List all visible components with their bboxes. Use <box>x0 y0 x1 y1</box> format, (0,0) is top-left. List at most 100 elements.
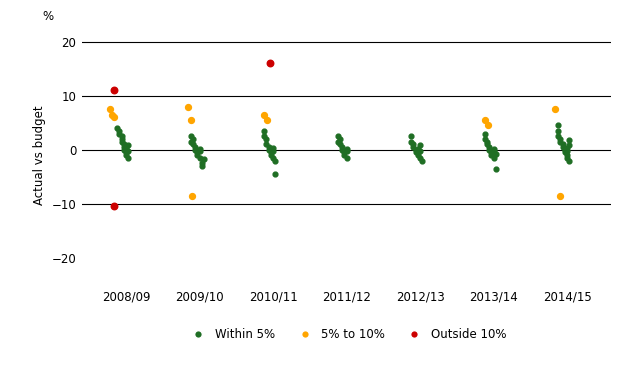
Point <box>199 157 209 162</box>
Point <box>482 139 492 145</box>
Text: %: % <box>42 10 54 23</box>
Point <box>486 152 496 158</box>
Point <box>262 117 272 123</box>
Point <box>268 155 278 161</box>
Point <box>261 141 272 147</box>
Point <box>558 141 568 147</box>
Point <box>186 117 196 123</box>
Point <box>337 144 347 150</box>
Point <box>553 123 563 128</box>
Point <box>554 193 564 199</box>
Point <box>483 123 493 128</box>
Point <box>558 144 568 150</box>
Point <box>415 149 425 154</box>
Point <box>263 144 273 150</box>
Point <box>263 147 273 153</box>
Point <box>119 141 129 147</box>
Point <box>564 137 575 143</box>
Point <box>117 136 127 142</box>
Point <box>491 151 501 157</box>
Point <box>553 128 563 134</box>
Point <box>562 149 572 154</box>
Point <box>183 104 193 110</box>
Point <box>119 147 129 153</box>
Point <box>484 147 494 153</box>
Point <box>486 150 496 155</box>
Point <box>270 171 280 177</box>
Point <box>121 145 131 151</box>
Point <box>488 146 498 151</box>
Point <box>197 160 207 166</box>
Point <box>190 147 200 153</box>
Y-axis label: Actual vs budget: Actual vs budget <box>33 105 46 205</box>
Point <box>564 142 575 148</box>
Point <box>415 155 425 161</box>
Point <box>479 117 490 123</box>
Point <box>195 155 205 161</box>
Point <box>333 139 343 145</box>
Point <box>484 144 494 150</box>
Point <box>115 128 125 134</box>
Point <box>408 144 418 150</box>
Point <box>556 136 566 142</box>
Point <box>121 152 131 158</box>
Point <box>411 150 421 155</box>
Point <box>117 139 127 145</box>
Point <box>109 114 119 120</box>
Point <box>259 112 269 118</box>
Point <box>417 158 427 164</box>
Point <box>413 152 423 158</box>
Point <box>415 142 425 148</box>
Point <box>556 139 566 145</box>
Point <box>406 139 416 145</box>
Point <box>553 133 563 139</box>
Point <box>119 144 129 150</box>
Point <box>115 131 125 137</box>
Point <box>117 133 127 139</box>
Point <box>121 148 131 154</box>
Point <box>341 149 352 154</box>
Point <box>187 193 197 199</box>
Point <box>340 152 350 158</box>
Point <box>266 150 276 155</box>
Point <box>562 152 572 158</box>
Point <box>268 149 278 154</box>
Legend: Within 5%, 5% to 10%, Outside 10%: Within 5%, 5% to 10%, Outside 10% <box>182 324 511 346</box>
Point <box>406 133 416 139</box>
Point <box>112 125 122 131</box>
Point <box>564 158 575 164</box>
Point <box>413 146 423 151</box>
Point <box>560 150 570 155</box>
Point <box>186 133 196 139</box>
Point <box>335 141 345 147</box>
Point <box>333 133 343 139</box>
Point <box>259 128 269 134</box>
Point <box>482 141 492 147</box>
Point <box>192 152 202 158</box>
Point <box>192 150 202 155</box>
Point <box>479 131 490 137</box>
Point <box>190 144 200 150</box>
Point <box>197 163 207 169</box>
Point <box>195 146 205 151</box>
Point <box>479 136 490 142</box>
Point <box>123 142 134 148</box>
Point <box>562 145 572 151</box>
Point <box>488 149 498 154</box>
Point <box>265 61 275 66</box>
Point <box>341 146 352 151</box>
Point <box>341 155 352 161</box>
Point <box>337 147 347 153</box>
Point <box>188 141 198 147</box>
Point <box>186 139 196 145</box>
Point <box>550 106 560 112</box>
Point <box>123 149 134 154</box>
Point <box>560 147 570 153</box>
Point <box>340 150 350 155</box>
Point <box>268 145 278 151</box>
Point <box>562 155 572 161</box>
Point <box>266 152 276 158</box>
Point <box>259 133 269 139</box>
Point <box>188 136 198 142</box>
Point <box>491 166 501 172</box>
